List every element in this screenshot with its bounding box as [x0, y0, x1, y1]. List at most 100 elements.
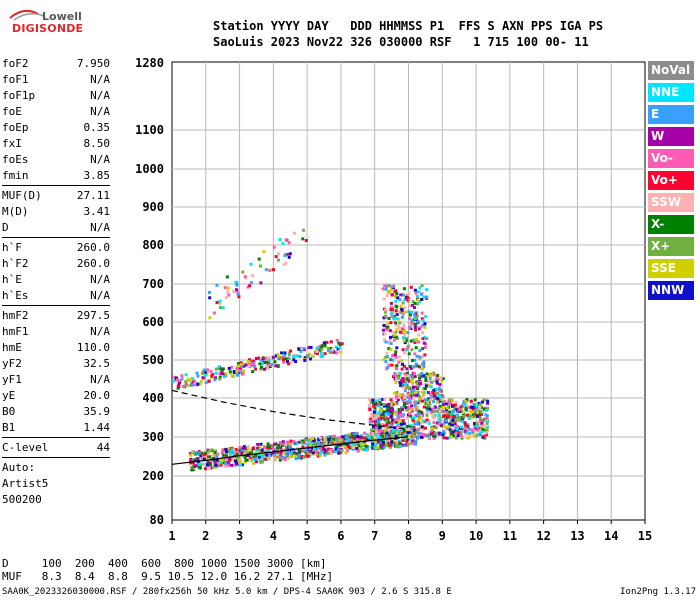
- echo-point: [380, 398, 384, 402]
- echo-point: [340, 342, 344, 346]
- echo-point: [329, 449, 333, 453]
- echo-point: [394, 350, 398, 354]
- echo-point: [441, 377, 445, 381]
- echo-point: [466, 425, 470, 429]
- echo-point: [392, 316, 395, 320]
- echo-point: [468, 414, 472, 418]
- echo-point: [410, 392, 414, 396]
- echo-point: [186, 377, 190, 381]
- y-tick-label: 400: [142, 391, 164, 405]
- echo-point: [321, 354, 325, 358]
- echo-point: [220, 458, 224, 462]
- echo-point: [464, 430, 468, 434]
- echo-point: [276, 354, 280, 358]
- echo-point: [289, 447, 293, 451]
- echo-point: [430, 432, 434, 436]
- echo-point: [407, 310, 411, 314]
- echo-point: [418, 382, 422, 386]
- echo-point: [473, 425, 477, 428]
- echo-point: [372, 401, 376, 405]
- echo-point: [402, 422, 406, 426]
- echo-point: [372, 435, 376, 439]
- echo-point: [353, 440, 357, 444]
- echo-point: [427, 419, 431, 423]
- echo-point: [484, 409, 488, 413]
- echo-point: [438, 417, 442, 421]
- echo-point: [391, 402, 395, 406]
- echo-point: [282, 443, 286, 446]
- legend-item: W: [648, 127, 694, 146]
- echo-point: [211, 465, 215, 469]
- echo-point: [437, 422, 441, 426]
- echo-point: [395, 364, 399, 368]
- echo-point: [198, 382, 202, 386]
- echo-point: [273, 360, 277, 364]
- echo-point: [333, 450, 337, 454]
- echo-point: [410, 416, 414, 420]
- echo-point: [409, 366, 413, 370]
- echo-point: [463, 421, 467, 425]
- echo-point: [413, 415, 417, 419]
- echo-point: [394, 396, 398, 400]
- echo-point: [327, 438, 331, 442]
- echo-point: [484, 418, 488, 422]
- echo-point: [353, 438, 357, 442]
- echo-point: [417, 333, 421, 337]
- echo-point: [240, 463, 244, 467]
- echo-point: [381, 434, 385, 438]
- echo-point: [304, 450, 308, 454]
- echo-point: [275, 455, 279, 459]
- echo-point: [400, 359, 404, 363]
- echo-point: [391, 358, 395, 362]
- echo-point: [283, 254, 287, 258]
- echo-point: [461, 418, 465, 422]
- echo-point: [267, 452, 270, 456]
- echo-point: [428, 376, 432, 380]
- echo-point: [382, 328, 385, 332]
- echo-point: [408, 304, 412, 308]
- echo-point: [230, 365, 234, 369]
- echo-point: [467, 405, 471, 409]
- echo-point: [338, 343, 342, 347]
- echo-point: [235, 283, 239, 287]
- echo-point: [432, 416, 436, 420]
- echo-point: [227, 293, 231, 297]
- echo-point: [463, 403, 467, 407]
- echo-point: [379, 440, 383, 444]
- param-row: M(D) 3.41: [2, 204, 110, 220]
- echo-point: [336, 440, 340, 444]
- echo-point: [251, 274, 255, 278]
- echo-point: [384, 360, 388, 364]
- echo-point: [268, 268, 272, 272]
- echo-point: [417, 290, 421, 294]
- echo-point: [279, 451, 283, 455]
- echo-point: [385, 436, 389, 440]
- echo-point: [345, 449, 349, 453]
- echo-point: [267, 449, 271, 453]
- echo-point: [421, 347, 425, 351]
- echo-point: [374, 440, 378, 444]
- echo-point: [371, 429, 375, 433]
- echo-point: [258, 362, 262, 366]
- echo-point: [198, 465, 202, 469]
- echo-point: [215, 283, 219, 287]
- echo-point: [432, 410, 436, 414]
- echo-point: [419, 410, 423, 414]
- legend-item: NNE: [648, 83, 694, 102]
- echo-point: [216, 452, 220, 456]
- echo-point: [433, 379, 437, 383]
- echo-point: [416, 298, 420, 302]
- echo-point: [464, 432, 468, 436]
- echo-point: [418, 300, 422, 303]
- echo-point: [306, 451, 310, 455]
- echo-point: [204, 467, 207, 471]
- echo-point: [307, 454, 310, 458]
- echo-point: [230, 457, 234, 461]
- echo-point: [414, 316, 418, 319]
- echo-point: [334, 437, 337, 441]
- echo-point: [215, 454, 219, 458]
- echo-point: [401, 419, 405, 423]
- echo-point: [420, 425, 424, 429]
- echo-point: [394, 335, 398, 339]
- echo-point: [348, 432, 352, 436]
